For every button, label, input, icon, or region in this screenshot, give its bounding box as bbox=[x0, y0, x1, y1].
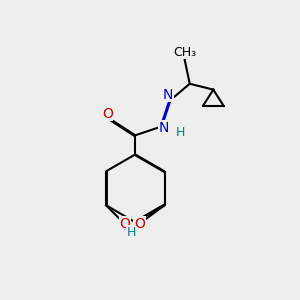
Text: H: H bbox=[175, 126, 185, 140]
Text: O: O bbox=[102, 107, 113, 121]
Text: H: H bbox=[124, 226, 134, 239]
Text: N: N bbox=[159, 121, 169, 135]
Text: N: N bbox=[163, 88, 173, 102]
Text: O: O bbox=[120, 217, 130, 231]
Text: O: O bbox=[134, 217, 145, 231]
Text: CH₃: CH₃ bbox=[173, 46, 196, 59]
Text: H: H bbox=[126, 226, 136, 239]
